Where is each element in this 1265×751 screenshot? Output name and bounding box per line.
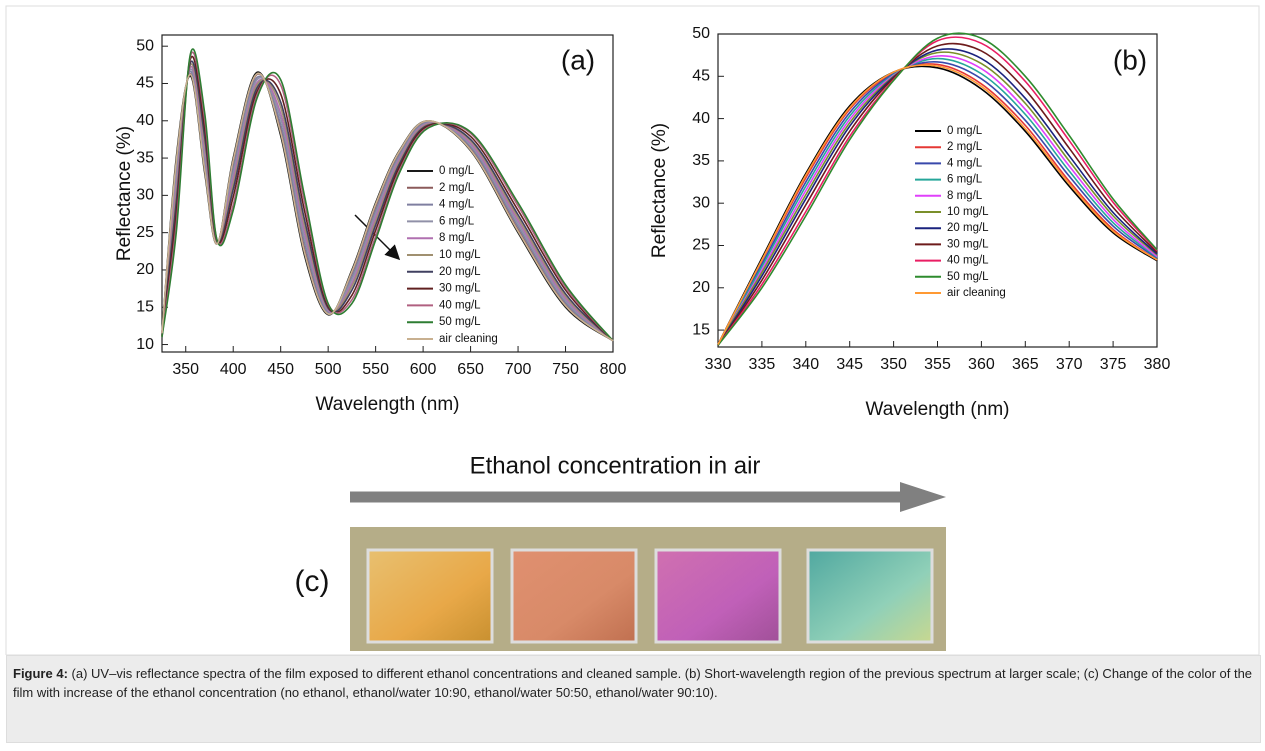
series-line	[717, 65, 1158, 345]
legend-label: air cleaning	[439, 333, 498, 345]
y-tick-label: 45	[136, 75, 154, 92]
series-line	[717, 36, 1158, 346]
concentration-arrowhead	[900, 482, 946, 512]
series-line	[161, 51, 614, 342]
y-axis-title: Reflectance (%)	[114, 126, 135, 261]
legend-label: 2 mg/L	[439, 182, 475, 194]
x-tick-label: 370	[1056, 356, 1083, 373]
series-line	[717, 48, 1158, 346]
y-tick-label: 30	[692, 194, 710, 211]
y-tick-label: 35	[692, 152, 710, 169]
y-tick-label: 25	[692, 237, 710, 254]
legend-label: 8 mg/L	[947, 190, 983, 202]
x-tick-label: 550	[362, 361, 389, 378]
x-tick-label: 600	[410, 361, 437, 378]
y-tick-label: 10	[136, 336, 154, 353]
series-line	[717, 64, 1158, 345]
x-tick-label: 350	[172, 361, 199, 378]
y-axis-title: Reflectance (%)	[649, 123, 670, 258]
legend-label: 20 mg/L	[439, 266, 481, 278]
legend-label: 50 mg/L	[439, 316, 481, 328]
series-line	[717, 42, 1158, 346]
legend-label: 2 mg/L	[947, 141, 983, 153]
series-line	[717, 55, 1158, 345]
series-line	[717, 57, 1158, 345]
y-tick-label: 20	[692, 279, 710, 296]
y-tick-label: 15	[136, 298, 154, 315]
series-line	[161, 72, 614, 342]
caption-text: (a) UV–vis reflectance spectra of the fi…	[13, 666, 1253, 700]
x-tick-label: 500	[315, 361, 342, 378]
legend-label: 10 mg/L	[439, 249, 481, 261]
y-tick-label: 35	[136, 149, 154, 166]
x-tick-label: 750	[552, 361, 579, 378]
x-tick-label: 700	[505, 361, 532, 378]
legend-label: 4 mg/L	[439, 199, 475, 211]
x-tick-label: 800	[600, 361, 627, 378]
series-line	[161, 48, 614, 342]
x-tick-label: 360	[968, 356, 995, 373]
legend-label: 40 mg/L	[947, 255, 989, 267]
x-tick-label: 365	[1012, 356, 1039, 373]
legend-label: 4 mg/L	[947, 157, 983, 169]
y-tick-label: 45	[692, 68, 710, 85]
caption: Figure 4: (a) UV–vis reflectance spectra…	[6, 655, 1261, 743]
y-tick-label: 30	[136, 187, 154, 204]
y-tick-label: 25	[136, 224, 154, 241]
legend-label: 20 mg/L	[947, 222, 989, 234]
x-tick-label: 380	[1144, 356, 1171, 373]
y-tick-label: 50	[136, 37, 154, 54]
plot-frame	[161, 34, 614, 353]
x-tick-label: 375	[1100, 356, 1127, 373]
figure: Ethanol concentration in air (c) 350 400 4…	[5, 5, 1260, 655]
x-tick-label: 335	[749, 356, 776, 373]
x-axis-title: Wavelength (nm)	[316, 394, 460, 415]
arrow-label: Ethanol concentration in air	[470, 452, 761, 479]
series-line	[161, 60, 614, 342]
legend-label: 50 mg/L	[947, 271, 989, 283]
y-tick-label: 15	[692, 321, 710, 338]
legend-label: 6 mg/L	[947, 174, 983, 186]
x-tick-label: 350	[880, 356, 907, 373]
panel-label: (c)	[295, 565, 330, 598]
figure-border	[5, 5, 1260, 655]
y-tick-label: 20	[136, 261, 154, 278]
y-tick-label: 40	[692, 110, 710, 127]
legend-label: 10 mg/L	[947, 206, 989, 218]
legend-label: air cleaning	[947, 287, 1006, 299]
x-tick-label: 450	[267, 361, 294, 378]
legend-label: 40 mg/L	[439, 299, 481, 311]
panel-label: (b)	[1113, 44, 1147, 75]
legend-label: 0 mg/L	[947, 125, 983, 137]
x-tick-label: 340	[792, 356, 819, 373]
caption-label: Figure 4:	[13, 666, 68, 681]
legend-label: 6 mg/L	[439, 215, 475, 227]
x-tick-label: 650	[457, 361, 484, 378]
legend-label: 8 mg/L	[439, 232, 475, 244]
x-tick-label: 345	[836, 356, 863, 373]
x-axis-title: Wavelength (nm)	[866, 399, 1010, 420]
x-tick-label: 330	[705, 356, 732, 373]
series-line	[717, 51, 1158, 345]
series-line	[161, 55, 614, 342]
panel-label: (a)	[561, 44, 595, 75]
x-tick-label: 355	[924, 356, 951, 373]
x-tick-label: 400	[220, 361, 247, 378]
y-tick-label: 50	[692, 25, 710, 42]
series-line	[717, 63, 1158, 345]
y-tick-label: 40	[136, 112, 154, 129]
legend-label: 30 mg/L	[439, 283, 481, 295]
legend-label: 0 mg/L	[439, 165, 475, 177]
photo	[350, 527, 946, 651]
series-line	[717, 32, 1158, 346]
legend-label: 30 mg/L	[947, 238, 989, 250]
series-line	[717, 61, 1158, 345]
